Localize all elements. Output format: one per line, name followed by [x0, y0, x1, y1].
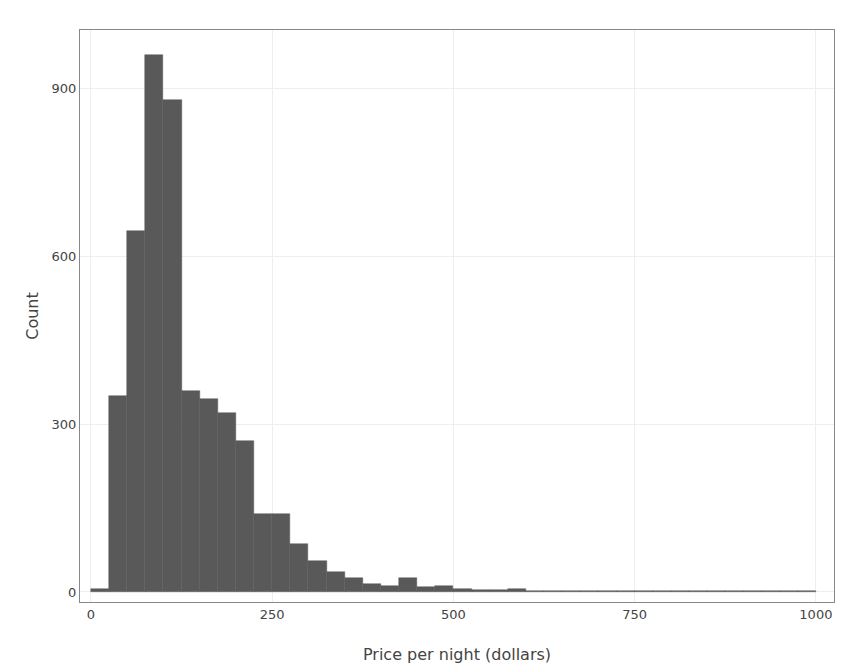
svg-text:750: 750 — [622, 607, 647, 622]
svg-text:900: 900 — [52, 81, 77, 96]
svg-text:300: 300 — [52, 417, 77, 432]
svg-text:Count: Count — [23, 292, 42, 340]
svg-text:1000: 1000 — [799, 607, 832, 622]
svg-text:Price per night (dollars): Price per night (dollars) — [363, 645, 551, 664]
svg-text:250: 250 — [260, 607, 285, 622]
svg-text:600: 600 — [52, 249, 77, 264]
svg-text:0: 0 — [68, 584, 76, 599]
svg-text:0: 0 — [87, 607, 95, 622]
svg-text:500: 500 — [441, 607, 466, 622]
